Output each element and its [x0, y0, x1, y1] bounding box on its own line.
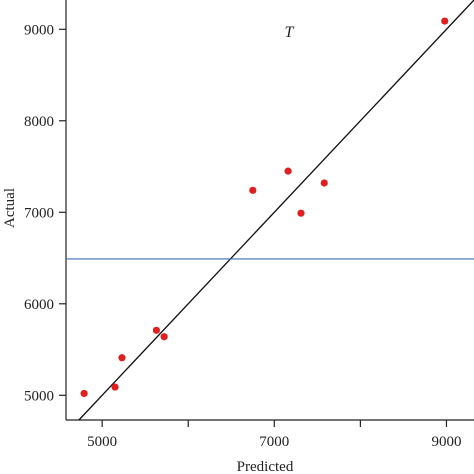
y-axis-title: Actual [2, 188, 18, 228]
plot-title: T [285, 24, 295, 41]
y-tick-label: 5000 [24, 388, 54, 404]
axes: 5000 7000 9000 5000 6000 7000 8000 9000 [24, 0, 474, 450]
identity-line [78, 0, 474, 421]
x-axis-title: Predicted [237, 459, 294, 474]
data-points [80, 17, 449, 398]
data-point [111, 383, 119, 391]
data-point [297, 209, 305, 217]
data-point [320, 179, 328, 187]
y-tick-label: 7000 [24, 205, 54, 221]
data-point [160, 333, 168, 341]
data-point [152, 326, 160, 334]
data-point [80, 389, 88, 398]
data-point [284, 167, 292, 175]
reference-lines [66, 0, 474, 421]
x-tick-label: 9000 [431, 434, 461, 450]
y-tick-label: 8000 [24, 114, 54, 130]
data-point [441, 17, 449, 25]
x-tick-label: 7000 [259, 434, 289, 450]
y-tick-label: 9000 [24, 22, 54, 38]
data-point [249, 186, 257, 194]
x-tick-label: 5000 [87, 434, 117, 450]
y-tick-label: 6000 [24, 297, 54, 313]
data-point [118, 354, 126, 362]
